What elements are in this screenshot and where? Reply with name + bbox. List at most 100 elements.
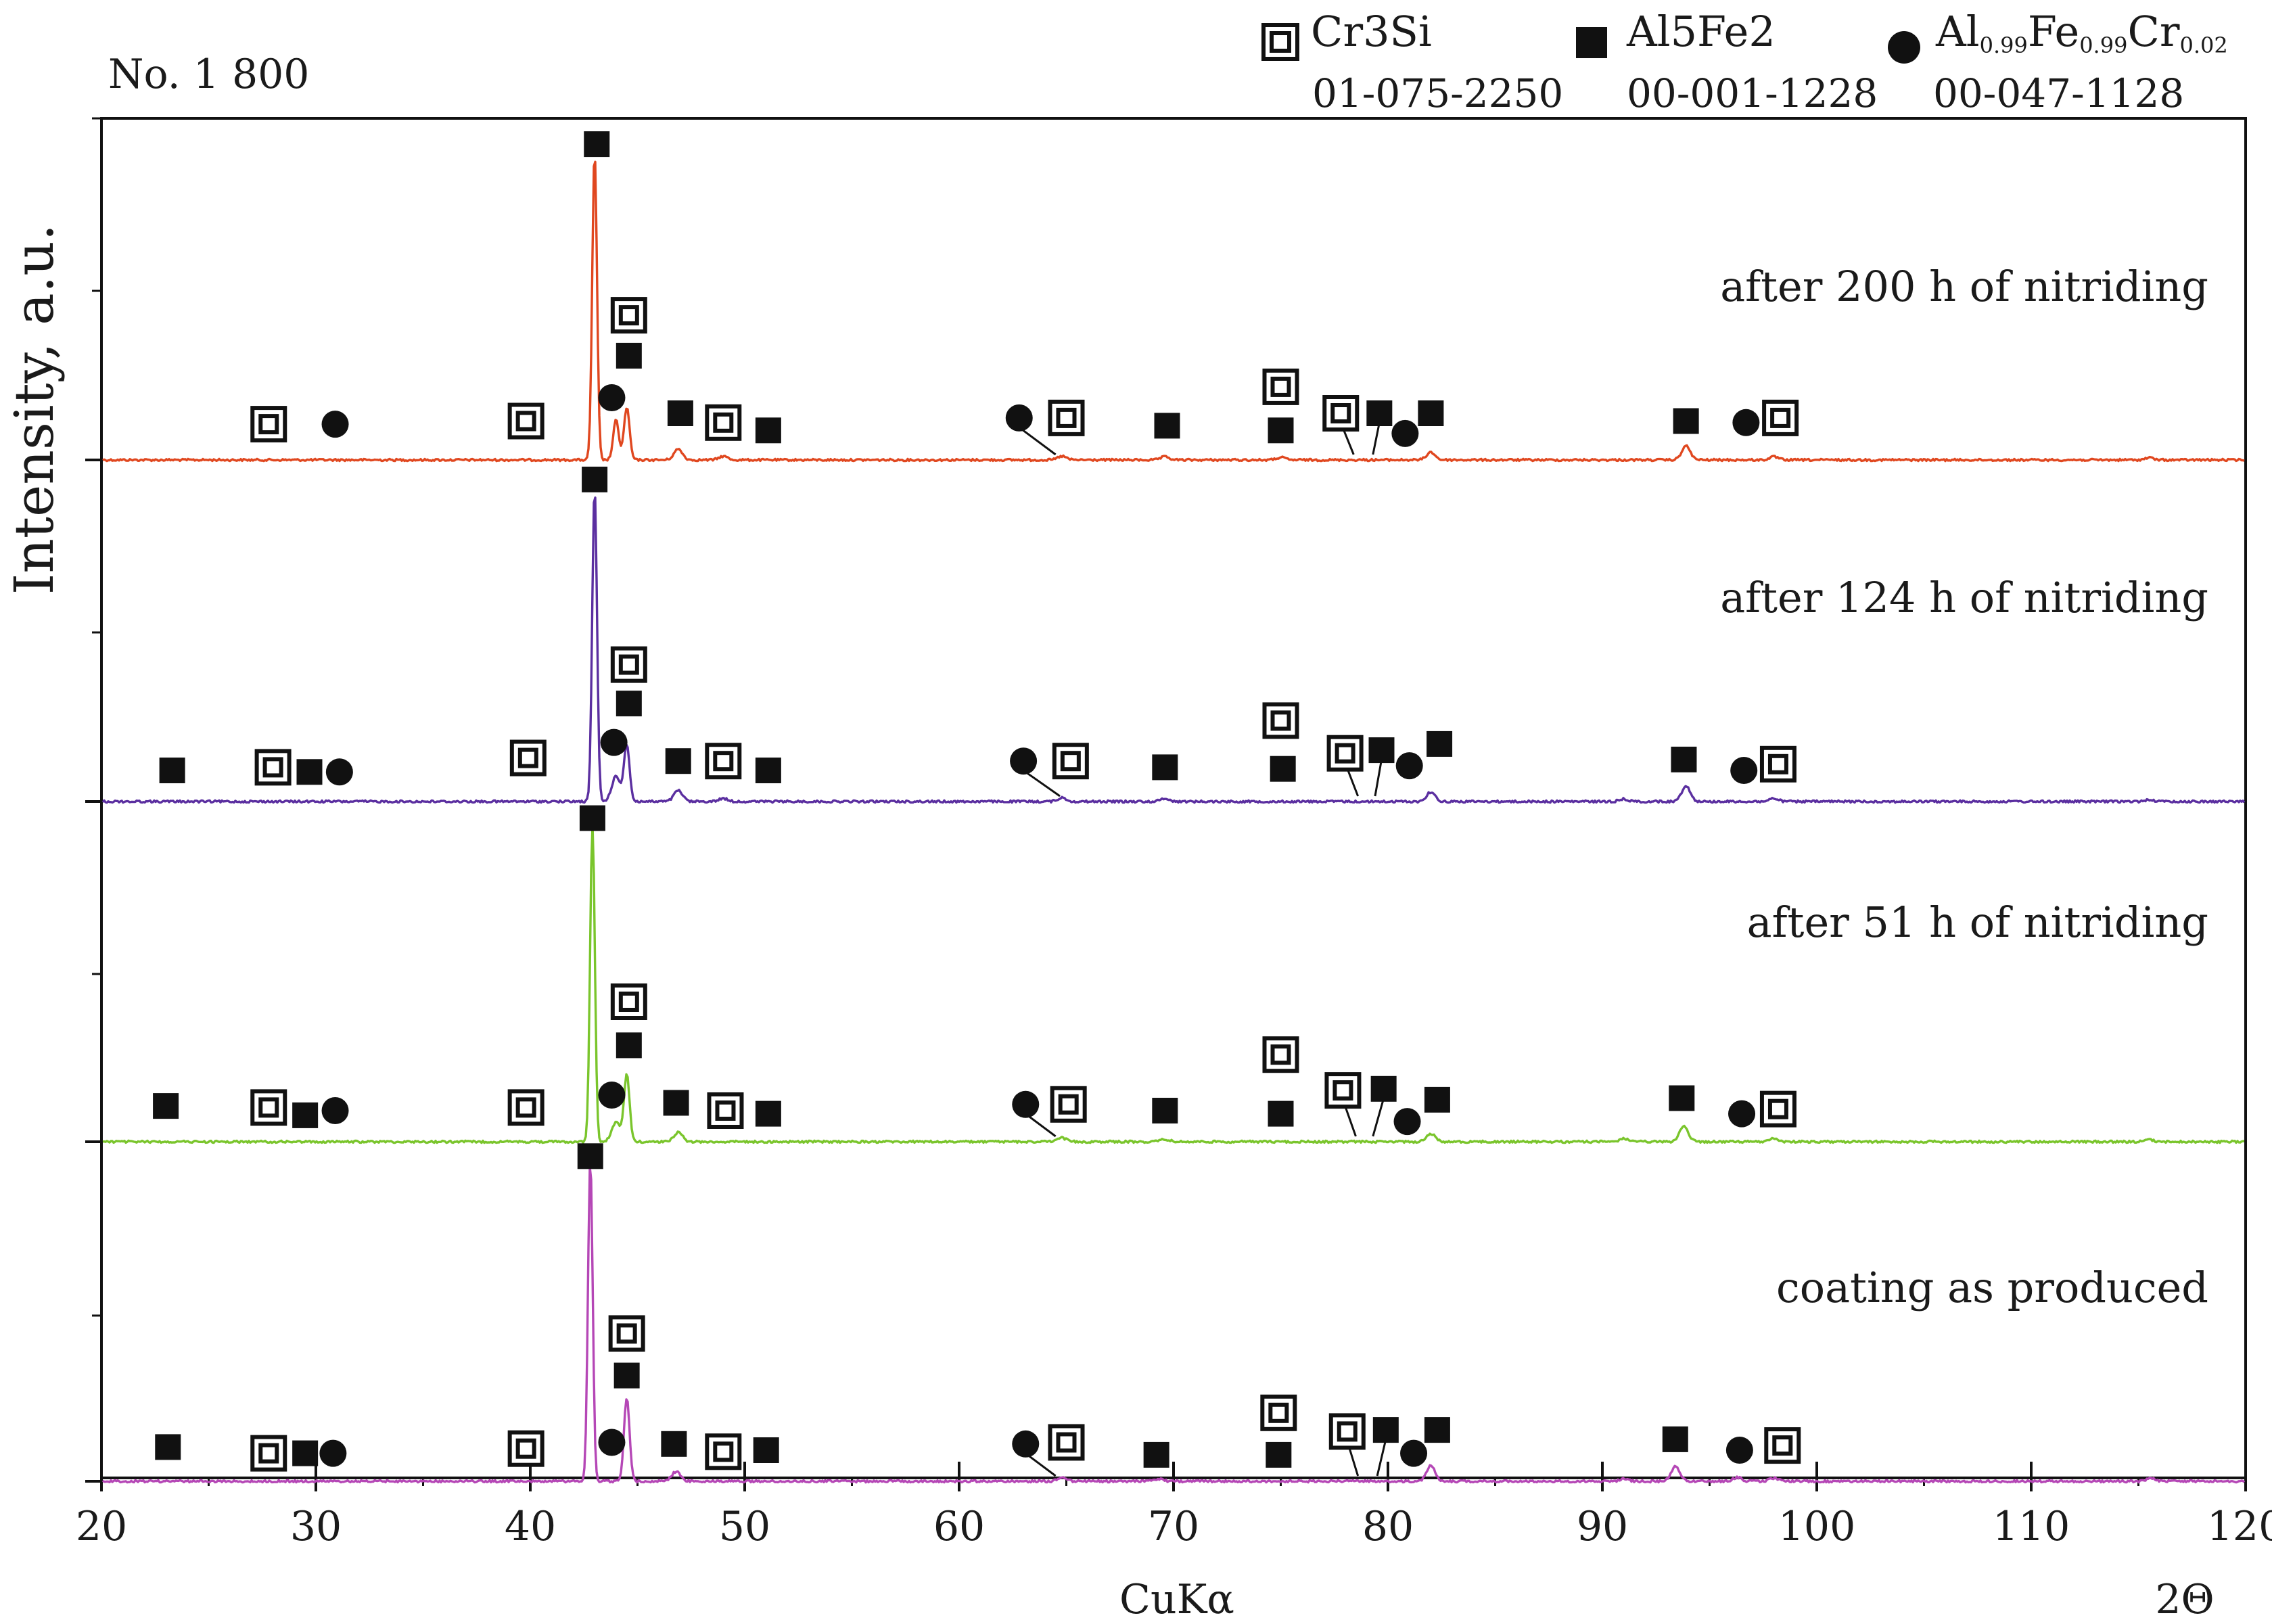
cr3si-marker-inner bbox=[1270, 1044, 1291, 1065]
cr3si-marker bbox=[610, 646, 647, 683]
series-label: after 124 h of nitriding bbox=[1720, 573, 2208, 622]
cr3si-marker bbox=[250, 1435, 287, 1472]
al5fe2-marker bbox=[755, 1100, 781, 1127]
cr3si-marker-outer bbox=[705, 1433, 742, 1470]
series-line bbox=[102, 160, 2245, 463]
cr3si-marker bbox=[250, 406, 287, 443]
cr3si-marker-inner bbox=[713, 751, 734, 772]
cr3si-marker bbox=[1324, 1072, 1362, 1109]
cr3si-marker bbox=[1050, 1086, 1087, 1123]
marker-leader-line bbox=[1025, 1452, 1057, 1477]
cr3si-marker-outer bbox=[707, 1092, 744, 1129]
al5fe2-marker bbox=[1673, 408, 1699, 434]
al5fe2-marker bbox=[1266, 1441, 1292, 1468]
x-tick-label: 80 bbox=[1362, 1503, 1414, 1550]
series-line bbox=[101, 496, 2246, 804]
cr3si-marker-inner bbox=[258, 414, 279, 435]
alfecr-marker bbox=[319, 1439, 347, 1467]
al5fe2-marker bbox=[155, 1434, 181, 1460]
x-tick-label: 100 bbox=[1778, 1503, 1856, 1550]
al5fe2-marker bbox=[1152, 1098, 1178, 1123]
alfecr-marker bbox=[1393, 1108, 1421, 1136]
x-tick-label: 20 bbox=[76, 1503, 127, 1550]
cr3si-marker bbox=[1048, 1424, 1085, 1461]
double-square-icon bbox=[1261, 23, 1299, 61]
al5fe2-marker bbox=[667, 400, 693, 426]
x-tick-label: 50 bbox=[719, 1503, 770, 1550]
cr3si-marker-inner bbox=[1056, 1432, 1077, 1453]
cr3si-marker-outer bbox=[1328, 1413, 1366, 1450]
alfecr-marker bbox=[598, 384, 626, 411]
cr3si-marker-outer bbox=[509, 739, 547, 776]
cr3si-marker bbox=[254, 749, 292, 786]
cr3si-marker bbox=[507, 1089, 544, 1126]
y-axis-label: Intensity, a.u. bbox=[3, 224, 66, 595]
cr3si-marker-inner bbox=[1767, 1098, 1788, 1119]
alfecr-marker bbox=[1010, 747, 1038, 775]
alfecr-marker bbox=[1400, 1439, 1428, 1467]
al5fe2-marker bbox=[292, 1440, 319, 1466]
cr3si-marker-inner bbox=[713, 412, 734, 433]
series-label: coating as produced bbox=[1776, 1263, 2208, 1312]
x-unit-label: 2Θ bbox=[2155, 1576, 2214, 1623]
cr3si-marker bbox=[610, 297, 647, 334]
al5fe2-marker bbox=[1671, 746, 1697, 772]
al5fe2-marker bbox=[753, 1437, 779, 1463]
cr3si-marker-inner bbox=[262, 757, 283, 778]
cr3si-marker-inner bbox=[258, 1443, 279, 1464]
alfecr-marker bbox=[1005, 404, 1033, 432]
x-tick-label: 30 bbox=[290, 1503, 342, 1550]
x-tick-label: 40 bbox=[505, 1503, 556, 1550]
cr3si-marker bbox=[705, 404, 742, 441]
series-line bbox=[101, 1165, 2246, 1484]
al5fe2-marker bbox=[665, 748, 691, 774]
formula-el2: Fe bbox=[2028, 7, 2079, 56]
cr3si-marker bbox=[507, 402, 544, 440]
formula-el1: Al bbox=[1935, 7, 1980, 56]
cr3si-marker bbox=[509, 739, 547, 776]
cr3si-marker-inner bbox=[1772, 1435, 1793, 1456]
al5fe2-marker bbox=[1270, 756, 1296, 782]
al5fe2-marker bbox=[1268, 417, 1294, 444]
legend-item-alfecr: Al0.99Fe0.99Cr0.02 00-047-1128 bbox=[1888, 7, 2228, 116]
alfecr-marker bbox=[1012, 1090, 1040, 1118]
filled-square-icon bbox=[1576, 27, 1607, 58]
cr3si-marker bbox=[1262, 368, 1299, 405]
marker-leader-line bbox=[1376, 1439, 1387, 1477]
cr3si-marker-inner bbox=[1056, 407, 1077, 428]
al5fe2-marker bbox=[1669, 1085, 1695, 1111]
cr3si-marker-outer bbox=[1759, 745, 1796, 783]
marker-leader-line bbox=[1025, 1113, 1057, 1138]
cr3si-marker-inner bbox=[715, 1100, 736, 1121]
cr3si-marker-outer bbox=[250, 1089, 287, 1126]
cr3si-marker bbox=[705, 743, 742, 780]
cr3si-marker-outer bbox=[250, 406, 287, 443]
cr3si-marker bbox=[1759, 1090, 1796, 1128]
legend-card-alfecr: 00-047-1128 bbox=[1933, 70, 2184, 116]
cr3si-marker bbox=[507, 1430, 544, 1467]
al5fe2-marker bbox=[579, 805, 605, 831]
cr3si-marker-outer bbox=[1050, 1086, 1087, 1123]
alfecr-marker bbox=[598, 1429, 626, 1456]
al5fe2-marker bbox=[1418, 400, 1444, 426]
cr3si-marker-inner bbox=[515, 1438, 536, 1459]
x-tick-label: 110 bbox=[1993, 1503, 2070, 1550]
cr3si-marker-outer bbox=[1260, 1394, 1297, 1431]
cr3si-marker bbox=[707, 1092, 744, 1129]
legend-item-al5fe2: Al5Fe2 00-001-1228 bbox=[1576, 7, 1878, 116]
cr3si-marker bbox=[1262, 702, 1299, 739]
al5fe2-marker bbox=[755, 758, 781, 783]
y-axis bbox=[85, 117, 101, 1483]
cr3si-marker-inner bbox=[1767, 753, 1788, 774]
x-axis: 20 30 40 50 60 70 80 90 100 110 120 bbox=[76, 1462, 2272, 1550]
al5fe2-marker bbox=[755, 417, 781, 444]
alfecr-marker bbox=[1725, 1437, 1753, 1464]
al5fe2-marker bbox=[1268, 1100, 1294, 1127]
cr3si-marker-inner bbox=[258, 1097, 279, 1118]
series-2: after 51 h of nitriding bbox=[102, 805, 2245, 1144]
x-tick-label: 90 bbox=[1577, 1503, 1628, 1550]
al5fe2-marker bbox=[1424, 1417, 1450, 1443]
series-3: coating as produced bbox=[101, 1143, 2246, 1484]
al5fe2-marker bbox=[296, 759, 323, 785]
